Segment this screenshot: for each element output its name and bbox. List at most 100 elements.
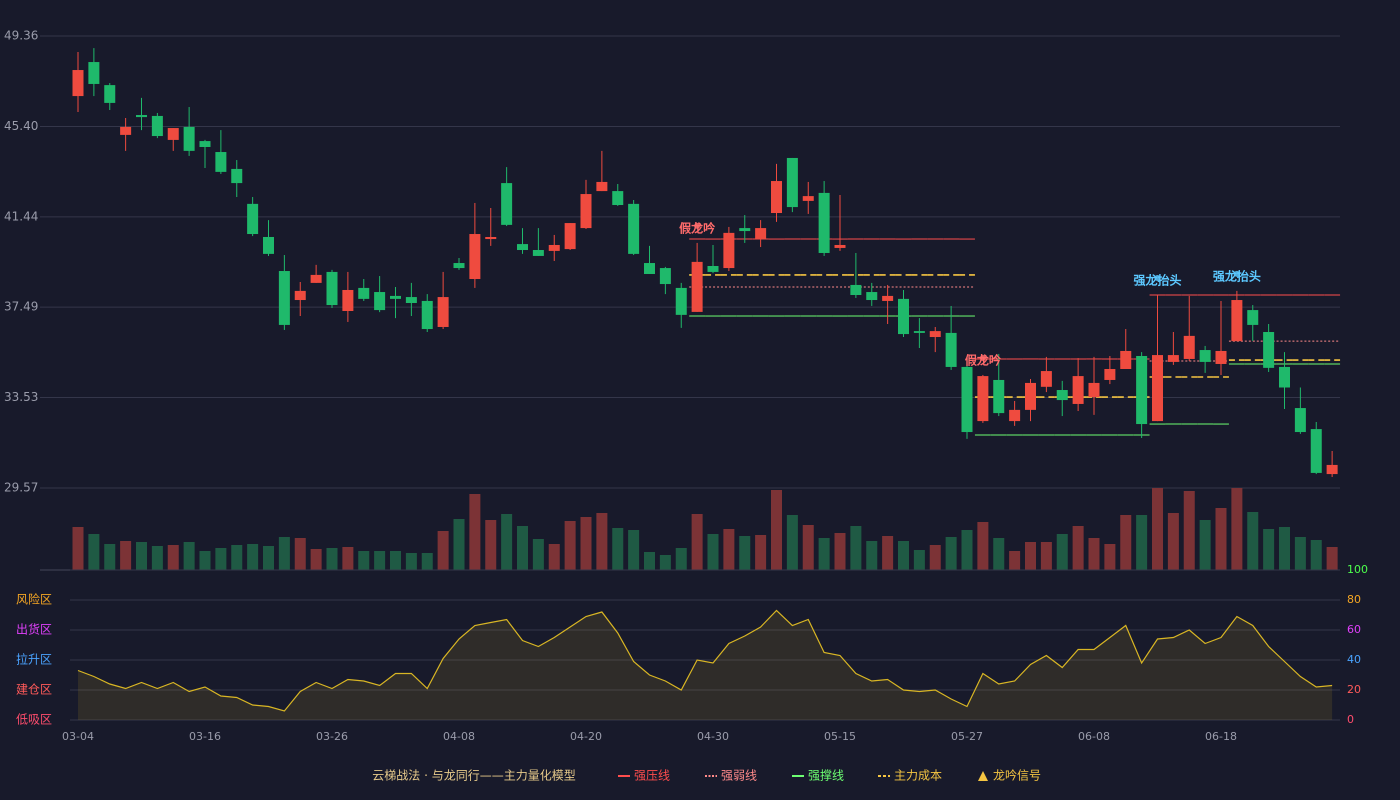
candle-body: [1279, 366, 1290, 388]
candle-body: [1056, 390, 1068, 401]
candle-body: [866, 292, 878, 301]
y-tick-label: 33.53: [4, 390, 38, 404]
candle-body: [1136, 355, 1148, 425]
volume-bar: [151, 546, 163, 570]
y-tick-label: 45.40: [4, 119, 38, 133]
x-tick-label: 06-18: [1205, 730, 1237, 743]
legend-label: 强撑线: [808, 768, 844, 783]
volume-bar: [453, 519, 465, 570]
indicator-area: [78, 610, 1333, 720]
volume-bar: [596, 513, 608, 570]
volume-bar: [564, 521, 576, 570]
candle-body: [1072, 376, 1084, 404]
y-tick-label: 41.44: [4, 209, 38, 223]
volume-bar: [517, 526, 528, 570]
volume-bar: [1136, 515, 1148, 570]
volume-bar: [1199, 520, 1211, 570]
candle-body: [263, 236, 274, 254]
candle-body: [1294, 408, 1306, 433]
volume-bar: [358, 551, 370, 570]
candle-body: [374, 292, 386, 311]
volume-bar: [326, 548, 338, 570]
candle-body: [834, 244, 846, 248]
volume-bar: [898, 541, 909, 570]
candle-body: [358, 287, 370, 299]
volume-bar: [88, 534, 100, 570]
volume-bar: [120, 541, 132, 570]
legend-label: 主力成本: [894, 769, 942, 783]
legend-label: 龙吟信号: [993, 768, 1041, 783]
volume-bar: [1009, 551, 1021, 570]
legend-label: 强弱线: [721, 769, 757, 783]
candle-body: [485, 236, 497, 240]
signal-marker: [1154, 275, 1161, 282]
volume-bar: [913, 550, 925, 570]
volume-bar: [1120, 515, 1132, 570]
candle-body: [1167, 355, 1179, 362]
volume-bar: [882, 536, 894, 570]
candle-body: [1215, 350, 1227, 364]
x-tick-label: 03-04: [62, 730, 94, 743]
volume-bar: [72, 527, 84, 570]
volume-bar: [548, 544, 560, 570]
volume-bar: [405, 553, 417, 570]
candle-body: [104, 85, 116, 103]
y-tick-label: 49.36: [4, 29, 38, 43]
signal-marker: [694, 222, 701, 229]
volume-bar: [834, 533, 846, 570]
candle-body: [707, 265, 719, 272]
volume-bar: [993, 538, 1005, 570]
zone-label: 风险区: [16, 592, 52, 607]
candle-body: [723, 232, 735, 269]
candle-body: [88, 62, 100, 84]
volume-bar: [136, 542, 147, 570]
signal-marker: [1233, 270, 1240, 277]
candle-body: [628, 203, 640, 254]
volume-bar: [707, 534, 719, 570]
volume-bar: [755, 535, 767, 570]
candle-body: [517, 244, 528, 251]
candle-body: [342, 289, 354, 311]
x-tick-label: 05-27: [951, 730, 983, 743]
candle-body: [1104, 369, 1116, 380]
candle-body: [898, 298, 909, 335]
candle-body: [1088, 382, 1100, 398]
volume-bar: [644, 552, 655, 570]
candle-body: [247, 203, 259, 235]
candle-body: [1199, 350, 1211, 362]
candle-body: [437, 297, 449, 327]
candle-body: [199, 141, 211, 148]
candle-body: [310, 274, 322, 283]
volume-bar: [278, 537, 290, 570]
legend-title: 云梯战法 · 与龙同行——主力量化模型: [372, 769, 575, 783]
candle-body: [532, 250, 544, 256]
volume-bar: [485, 520, 497, 570]
candle-body: [596, 181, 608, 192]
volume-bar: [183, 542, 195, 570]
indicator-tick-label: 0: [1347, 713, 1354, 726]
candle-body: [1326, 464, 1338, 475]
volume-bar: [294, 538, 306, 570]
candle-body: [183, 126, 195, 151]
candle-body: [1009, 409, 1021, 422]
volume-bar: [469, 494, 481, 570]
candle-body: [1025, 382, 1036, 410]
volume-bar: [215, 548, 227, 570]
volume-bar: [1310, 540, 1322, 570]
volume-bar: [1152, 488, 1163, 570]
volume-bar: [1072, 526, 1084, 570]
volume-bar: [199, 551, 211, 570]
volume-bar: [866, 541, 878, 570]
volume-bar: [1215, 508, 1227, 570]
candle-body: [548, 244, 560, 251]
candle-body: [850, 284, 862, 296]
candle-body: [1183, 335, 1195, 359]
candle-body: [612, 191, 624, 206]
volume-bar: [612, 528, 624, 570]
volume-bar: [247, 544, 259, 570]
x-tick-label: 03-16: [189, 730, 221, 743]
candle-body: [1247, 310, 1259, 325]
candle-body: [675, 287, 687, 315]
volume-bar: [739, 536, 751, 570]
candle-body: [1231, 300, 1243, 342]
